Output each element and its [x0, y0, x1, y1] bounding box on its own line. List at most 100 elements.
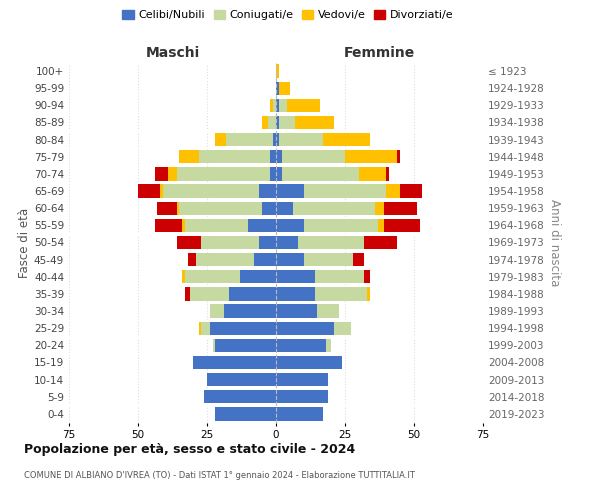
Bar	[334, 322, 350, 335]
Bar	[276, 322, 334, 335]
Bar	[185, 287, 190, 300]
Bar	[281, 150, 345, 164]
Bar	[323, 133, 370, 146]
Bar	[212, 338, 215, 352]
Bar	[298, 236, 364, 249]
Bar	[185, 270, 240, 283]
Bar	[182, 270, 185, 283]
Bar	[271, 150, 276, 164]
Bar	[224, 304, 276, 318]
Bar	[386, 184, 400, 198]
Bar	[185, 218, 248, 232]
Bar	[179, 150, 199, 164]
Bar	[210, 304, 224, 318]
Bar	[276, 338, 326, 352]
Bar	[378, 218, 383, 232]
Bar	[273, 133, 276, 146]
Bar	[276, 133, 279, 146]
Bar	[276, 82, 279, 95]
Bar	[364, 236, 397, 249]
Y-axis label: Fasce di età: Fasce di età	[18, 208, 31, 278]
Bar	[179, 202, 262, 215]
Bar	[400, 184, 422, 198]
Bar	[383, 218, 419, 232]
Bar	[215, 133, 226, 146]
Bar	[259, 236, 276, 249]
Bar	[276, 253, 304, 266]
Bar	[268, 116, 276, 129]
Bar	[210, 322, 276, 335]
Bar	[281, 167, 359, 180]
Bar	[155, 167, 169, 180]
Bar	[199, 150, 271, 164]
Bar	[271, 98, 273, 112]
Text: Femmine: Femmine	[344, 46, 415, 60]
Bar	[188, 253, 196, 266]
Bar	[279, 98, 287, 112]
Bar	[276, 407, 323, 420]
Bar	[248, 218, 276, 232]
Bar	[155, 218, 182, 232]
Bar	[276, 184, 304, 198]
Bar	[204, 390, 276, 404]
Bar	[196, 253, 254, 266]
Bar	[276, 218, 304, 232]
Bar	[276, 304, 317, 318]
Bar	[276, 390, 328, 404]
Bar	[276, 98, 279, 112]
Bar	[202, 322, 210, 335]
Bar	[207, 373, 276, 386]
Bar	[215, 407, 276, 420]
Text: Popolazione per età, sesso e stato civile - 2024: Popolazione per età, sesso e stato civil…	[24, 442, 355, 456]
Bar	[359, 167, 386, 180]
Bar	[259, 184, 276, 198]
Bar	[276, 150, 281, 164]
Bar	[276, 270, 314, 283]
Y-axis label: Anni di nascita: Anni di nascita	[548, 199, 561, 286]
Legend: Celibi/Nubili, Coniugati/e, Vedovi/e, Divorziati/e: Celibi/Nubili, Coniugati/e, Vedovi/e, Di…	[118, 6, 458, 25]
Bar	[169, 167, 176, 180]
Bar	[279, 133, 323, 146]
Bar	[176, 167, 271, 180]
Bar	[293, 202, 376, 215]
Bar	[317, 304, 340, 318]
Bar	[287, 98, 320, 112]
Bar	[276, 373, 328, 386]
Bar	[276, 167, 281, 180]
Bar	[276, 287, 314, 300]
Bar	[326, 338, 331, 352]
Bar	[304, 218, 378, 232]
Bar	[304, 253, 353, 266]
Bar	[163, 184, 259, 198]
Bar	[215, 338, 276, 352]
Text: Maschi: Maschi	[145, 46, 200, 60]
Bar	[176, 236, 202, 249]
Bar	[345, 150, 397, 164]
Bar	[353, 253, 364, 266]
Bar	[262, 202, 276, 215]
Bar	[383, 202, 417, 215]
Bar	[229, 287, 276, 300]
Bar	[202, 236, 259, 249]
Bar	[199, 322, 202, 335]
Bar	[276, 202, 293, 215]
Bar	[376, 202, 383, 215]
Bar	[386, 167, 389, 180]
Bar	[364, 270, 370, 283]
Bar	[254, 253, 276, 266]
Bar	[160, 184, 163, 198]
Bar	[138, 184, 160, 198]
Bar	[295, 116, 334, 129]
Bar	[304, 184, 386, 198]
Bar	[279, 116, 295, 129]
Bar	[271, 167, 276, 180]
Bar	[176, 202, 179, 215]
Bar	[276, 236, 298, 249]
Bar	[397, 150, 400, 164]
Bar	[262, 116, 268, 129]
Bar	[273, 98, 276, 112]
Bar	[314, 270, 364, 283]
Bar	[314, 287, 367, 300]
Bar	[276, 356, 342, 369]
Bar	[276, 116, 279, 129]
